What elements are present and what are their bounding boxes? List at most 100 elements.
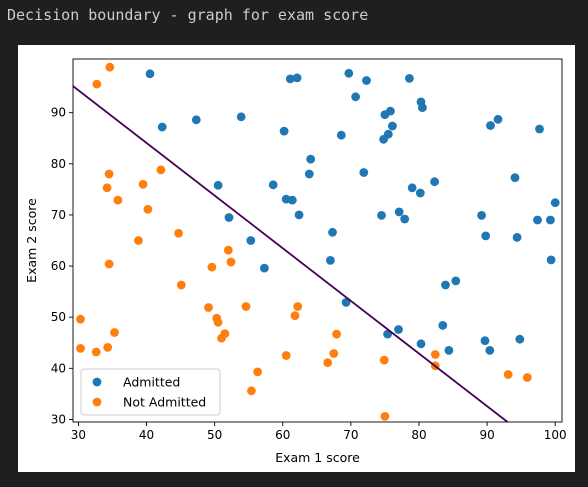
- not-admitted-point: [223, 245, 233, 255]
- not-admitted-point: [213, 317, 223, 327]
- not-admitted-point: [76, 314, 85, 324]
- not-admitted-point: [217, 333, 226, 343]
- admitted-point: [306, 154, 316, 164]
- not-admitted-point: [92, 79, 102, 89]
- admitted-point: [515, 334, 525, 344]
- y-tick-label: 50: [51, 310, 66, 324]
- x-tick-label: 90: [479, 428, 494, 442]
- y-tick-label: 60: [51, 259, 66, 273]
- not-admitted-point: [247, 386, 256, 396]
- admitted-point: [268, 180, 278, 190]
- legend-label: Not Admitted: [123, 395, 206, 410]
- admitted-point: [550, 198, 560, 208]
- admitted-point: [236, 112, 246, 122]
- admitted-point: [351, 92, 360, 102]
- not-admitted-point: [290, 311, 300, 321]
- not-admitted-point: [104, 169, 114, 179]
- admitted-point: [546, 215, 555, 225]
- admitted-point: [418, 103, 427, 112]
- x-tick-label: 70: [343, 428, 358, 442]
- admitted-point: [394, 207, 404, 217]
- admitted-point: [246, 236, 256, 245]
- admitted-point: [294, 210, 304, 220]
- admitted-point: [260, 263, 269, 273]
- admitted-point: [477, 211, 486, 220]
- not-admitted-point: [91, 347, 101, 357]
- not-admitted-point: [430, 350, 440, 359]
- plot-area: [73, 62, 560, 422]
- x-tick-label: 40: [139, 428, 154, 442]
- admitted-point: [388, 121, 397, 131]
- not-admitted-point: [176, 280, 186, 290]
- y-tick-label: 70: [51, 208, 66, 222]
- admitted-point: [407, 183, 417, 193]
- admitted-point: [485, 346, 495, 355]
- not-admitted-point: [332, 329, 341, 339]
- admitted-point: [292, 73, 302, 83]
- admitted-point: [486, 121, 495, 130]
- not-admitted-point: [110, 328, 119, 337]
- admitted-point: [304, 169, 314, 179]
- admitted-point: [145, 69, 155, 79]
- legend-box: [80, 368, 221, 416]
- legend-marker: [92, 377, 102, 387]
- legend: Admitted Not Admitted: [80, 368, 221, 416]
- not-admitted-point: [281, 351, 291, 360]
- admitted-point: [341, 298, 351, 307]
- admitted-point: [441, 280, 450, 290]
- admitted-point: [336, 130, 346, 140]
- admitted-point: [213, 180, 223, 190]
- legend-marker: [92, 397, 102, 407]
- x-tick-label: 80: [411, 428, 426, 442]
- admitted-point: [157, 122, 167, 132]
- not-admitted-point: [207, 262, 217, 272]
- not-admitted-point: [156, 165, 166, 175]
- y-axis-label: Exam 2 score: [24, 198, 39, 283]
- not-admitted-point: [380, 412, 390, 421]
- not-admitted-point: [503, 370, 513, 379]
- admitted-point: [386, 106, 395, 116]
- not-admitted-point: [102, 183, 112, 193]
- admitted-point: [416, 339, 426, 349]
- legend-label: Admitted: [123, 375, 180, 390]
- admitted-point: [481, 231, 491, 241]
- not-admitted-point: [103, 343, 113, 352]
- admitted-point: [533, 215, 542, 225]
- x-tick-label: 60: [275, 428, 290, 442]
- y-tick-label: 80: [51, 157, 66, 171]
- admitted-point: [535, 124, 544, 134]
- not-admitted-point: [522, 373, 532, 382]
- x-tick-label: 50: [207, 428, 222, 442]
- admitted-point: [362, 76, 371, 85]
- admitted-point: [377, 211, 386, 220]
- admitted-point: [328, 227, 337, 237]
- not-admitted-point: [76, 344, 85, 353]
- admitted-point: [451, 276, 461, 286]
- y-tick-label: 40: [51, 361, 66, 375]
- x-tick-label: 30: [71, 428, 86, 442]
- admitted-point: [546, 255, 556, 265]
- not-admitted-point: [105, 62, 115, 72]
- scatter-chart: 30 40 50 60 70 80 90 100 30 40 50 60 70 80 90 Exam 1 sc…: [24, 58, 567, 465]
- plot-frame: [72, 58, 563, 423]
- admitted-point: [510, 173, 520, 183]
- x-tick-label: 100: [544, 428, 567, 442]
- admitted-point: [285, 74, 295, 84]
- admitted-point: [359, 168, 369, 177]
- admitted-point: [405, 74, 414, 83]
- not-admitted-point: [241, 302, 251, 311]
- admitted-point: [326, 256, 335, 265]
- admitted-point: [415, 188, 425, 198]
- not-admitted-point: [379, 355, 389, 365]
- admitted-point: [438, 321, 448, 330]
- page-heading: Decision boundary - graph for exam score: [7, 6, 369, 24]
- not-admitted-point: [104, 259, 114, 269]
- admitted-point: [279, 126, 289, 136]
- admitted-point: [379, 134, 388, 144]
- not-admitted-point: [226, 257, 236, 267]
- admitted-point: [480, 336, 490, 346]
- not-admitted-point: [113, 195, 123, 205]
- x-axis-label: Exam 1 score: [275, 450, 360, 465]
- admitted-point: [430, 177, 439, 187]
- chart-figure: 30 40 50 60 70 80 90 100 30 40 50 60 70 80 90 Exam 1 sc…: [18, 45, 575, 472]
